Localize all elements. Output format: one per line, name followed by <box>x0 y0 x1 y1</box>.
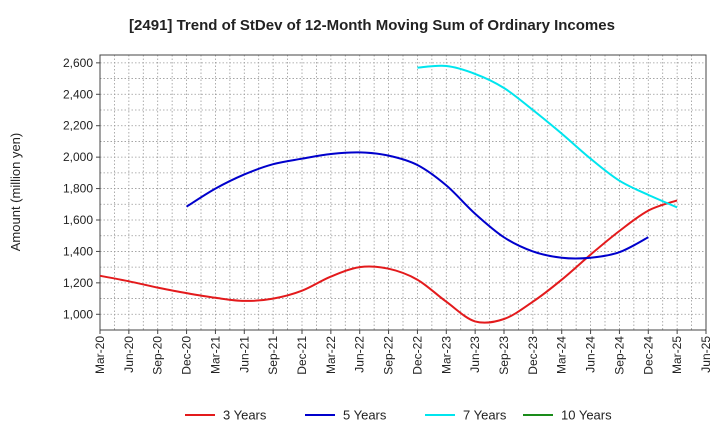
x-tick-label: Mar-23 <box>439 336 453 374</box>
grid <box>99 55 707 330</box>
y-tick-label: 2,200 <box>63 119 93 133</box>
y-tick-label: 2,600 <box>63 56 93 70</box>
x-tick-label: Jun-20 <box>122 336 136 373</box>
x-tick-label: Dec-24 <box>641 336 655 375</box>
y-axis-label: Amount (million yen) <box>8 133 23 252</box>
y-tick-label: 1,600 <box>63 213 93 227</box>
x-tick-label: Mar-24 <box>555 336 569 374</box>
x-tick-label: Sep-23 <box>497 336 511 375</box>
x-tick-label: Dec-22 <box>410 336 424 375</box>
chart-title: [2491] Trend of StDev of 12-Month Moving… <box>129 17 615 34</box>
x-tick-label: Sep-22 <box>382 336 396 375</box>
y-tick-label: 2,400 <box>63 87 93 101</box>
x-tick-label: Jun-21 <box>237 336 251 373</box>
y-tick-label: 1,000 <box>63 307 93 321</box>
x-tick-label: Jun-24 <box>584 336 598 373</box>
y-tick-label: 1,200 <box>63 276 93 290</box>
y-tick-label: 2,000 <box>63 150 93 164</box>
legend: 3 Years 5 Years 7 Years 10 Years <box>185 408 612 423</box>
legend-label: 7 Years <box>463 408 507 423</box>
series-line-3-years <box>99 199 678 324</box>
x-tick-label: Mar-21 <box>208 336 222 374</box>
series-line-7-years <box>417 64 678 209</box>
x-tick-label: Dec-23 <box>526 336 540 375</box>
x-axis-ticks: Mar-20 Jun-20 Sep-20 Dec-20 Mar-21 Jun-21 Sep-… <box>93 330 713 375</box>
x-tick-label: Mar-25 <box>670 336 684 374</box>
y-tick-label: 1,400 <box>63 244 93 258</box>
x-tick-label: Jun-25 <box>699 336 713 373</box>
x-tick-label: Jun-23 <box>468 336 482 373</box>
y-tick-label: 1,800 <box>63 182 93 196</box>
series-lines <box>99 64 678 324</box>
plot-area-frame <box>99 54 707 331</box>
legend-label: 10 Years <box>561 408 612 423</box>
x-tick-label: Sep-20 <box>151 336 165 375</box>
x-tick-label: Sep-21 <box>266 336 280 375</box>
x-tick-label: Jun-22 <box>353 336 367 373</box>
legend-label: 3 Years <box>223 408 267 423</box>
x-tick-label: Mar-20 <box>93 336 107 374</box>
series-line-5-years <box>186 151 649 260</box>
x-tick-label: Sep-24 <box>612 336 626 375</box>
y-axis-ticks: 1,000 1,200 1,400 1,600 1,800 2,000 2,200 2,400… <box>63 56 100 321</box>
x-tick-label: Dec-20 <box>180 336 194 375</box>
x-tick-label: Dec-21 <box>295 336 309 375</box>
x-tick-label: Mar-22 <box>324 336 338 374</box>
legend-label: 5 Years <box>343 408 387 423</box>
